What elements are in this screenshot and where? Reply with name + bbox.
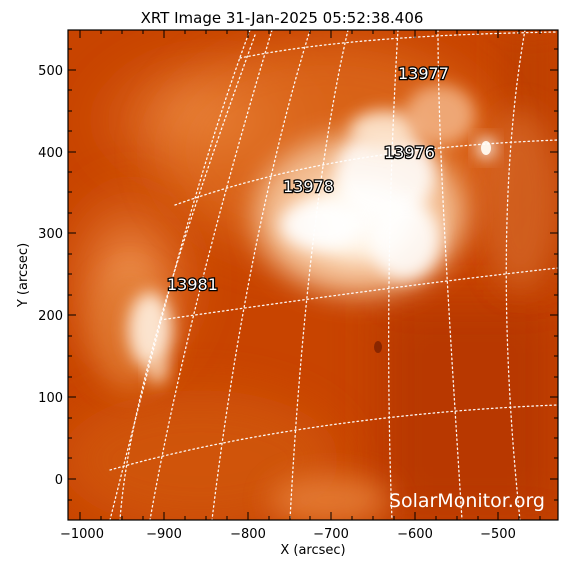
heliographic-grid (109, 30, 558, 520)
region-labels: 13977 13976 13978 13981 (166, 63, 450, 296)
region-label-13977: 13977 (398, 64, 449, 83)
y-tick-label: 100 (38, 391, 63, 406)
plot-frame (67, 29, 559, 521)
region-label-13976: 13976 (384, 143, 435, 162)
x-tick-label: −800 (230, 527, 266, 542)
y-tick-label: 300 (38, 227, 63, 242)
x-tick-label: −500 (480, 527, 516, 542)
y-tick-label: 400 (38, 146, 63, 161)
solar-image: SolarMonitor.org (68, 30, 558, 520)
region-label-13978: 13978 (283, 177, 334, 196)
x-axis-label: X (arcsec) (280, 543, 345, 558)
image-title: XRT Image 31-Jan-2025 05:52:38.406 (141, 9, 424, 27)
y-tick-labels: 0 100 200 300 400 500 (38, 64, 63, 488)
x-tick-label: −1000 (60, 527, 104, 542)
region-label-13981: 13981 (167, 275, 218, 294)
y-tick-label: 500 (38, 64, 63, 79)
axis-ticks (68, 30, 558, 520)
x-tick-label: −600 (397, 527, 433, 542)
y-axis-label: Y (arcsec) (16, 243, 31, 308)
x-tick-label: −900 (146, 527, 182, 542)
y-tick-label: 200 (38, 309, 63, 324)
x-tick-label: −700 (313, 527, 349, 542)
watermark: SolarMonitor.org (389, 490, 545, 512)
x-tick-labels: −1000 −900 −800 −700 −600 −500 (60, 527, 516, 542)
y-tick-label: 0 (55, 473, 63, 488)
